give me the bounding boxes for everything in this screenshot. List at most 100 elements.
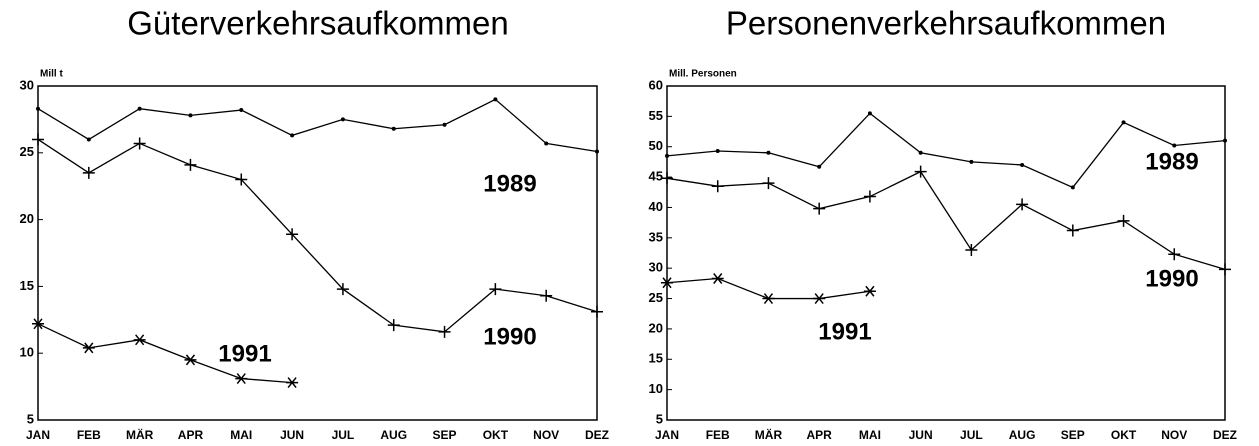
x-tick-label: JAN [26, 428, 50, 442]
y-tick-label: 25 [20, 144, 34, 159]
point-marker [1016, 198, 1029, 211]
point-marker [1219, 263, 1231, 276]
y-tick-label: 5 [656, 411, 663, 426]
x-tick-label: DEZ [585, 428, 609, 442]
point-marker [661, 277, 673, 289]
x-tick-label: SEP [433, 428, 457, 442]
x-tick-label: AUG [380, 428, 407, 442]
y-tick-label: 50 [649, 138, 663, 153]
y-tick-label: 15 [20, 278, 34, 293]
y-axis-label: Mill t [40, 69, 63, 80]
y-tick-label: 60 [649, 77, 663, 92]
point-marker [711, 273, 724, 284]
point-marker [863, 190, 876, 203]
x-tick-label: OKT [483, 428, 509, 442]
series-line [666, 170, 1226, 271]
point-marker [290, 133, 295, 138]
point-marker [591, 305, 603, 318]
y-tick-label: 20 [649, 320, 663, 335]
y-tick-label: 10 [649, 381, 663, 396]
point-marker [817, 164, 822, 169]
point-marker [235, 173, 248, 186]
point-marker [489, 283, 502, 296]
series-line [666, 277, 871, 300]
point-marker [239, 108, 244, 113]
point-marker [1168, 248, 1181, 261]
series-line [666, 112, 1226, 189]
series-label: 1991 [818, 318, 871, 345]
x-tick-label: MAI [859, 428, 881, 442]
point-marker [715, 148, 720, 153]
point-marker [493, 97, 498, 102]
plot-frame [37, 85, 598, 421]
x-tick-label: APR [807, 428, 833, 442]
y-tick-label: 40 [649, 199, 663, 214]
point-marker [544, 141, 549, 146]
point-marker [762, 177, 775, 190]
plot-frame [666, 85, 1226, 421]
series-label: 1989 [483, 170, 536, 197]
point-marker [137, 106, 142, 111]
point-marker [867, 111, 872, 116]
point-marker [286, 228, 299, 241]
y-axis-label: Mill. Personen [669, 69, 737, 80]
series-line [37, 98, 598, 153]
x-tick-label: FEB [706, 428, 730, 442]
x-tick-label: MAI [230, 428, 252, 442]
point-marker [286, 377, 299, 389]
point-marker [863, 285, 876, 297]
point-marker [340, 117, 345, 122]
point-marker [442, 122, 447, 127]
x-tick-label: FEB [77, 428, 101, 442]
point-marker [766, 150, 771, 155]
x-tick-label: MÄR [126, 427, 154, 442]
point-marker [184, 354, 197, 366]
chart-title: Güterverkehrsaufkommen [127, 5, 508, 42]
y-tick-label: 5 [27, 411, 34, 426]
y-tick-label: 20 [20, 211, 34, 226]
point-marker [188, 113, 193, 118]
point-marker [914, 165, 927, 178]
x-tick-label: NOV [1161, 428, 1187, 442]
point-marker [1223, 138, 1227, 143]
point-marker [969, 159, 974, 164]
point-marker [762, 293, 775, 305]
x-tick-label: APR [178, 428, 204, 442]
point-marker [133, 334, 146, 346]
y-tick-label: 45 [649, 169, 663, 184]
point-marker [813, 293, 826, 305]
point-marker [1066, 224, 1079, 237]
point-marker [36, 106, 40, 111]
point-marker [235, 373, 248, 385]
point-marker [336, 283, 349, 296]
point-marker [82, 342, 95, 354]
x-tick-label: JUN [909, 428, 933, 442]
point-marker [665, 153, 669, 158]
point-marker [438, 325, 451, 338]
x-tick-label: MÄR [755, 427, 783, 442]
point-marker [86, 137, 91, 142]
point-marker [82, 166, 95, 179]
series-line [37, 323, 293, 384]
series-label: 1991 [218, 340, 271, 367]
point-marker [1020, 162, 1025, 167]
point-marker [965, 243, 978, 256]
x-tick-label: JUL [960, 428, 983, 442]
point-marker [1172, 143, 1177, 148]
point-marker [1121, 120, 1126, 125]
point-marker [1070, 185, 1075, 190]
point-marker [387, 319, 400, 332]
y-tick-label: 30 [20, 77, 34, 92]
y-tick-label: 35 [649, 229, 663, 244]
x-tick-label: DEZ [1213, 428, 1237, 442]
point-marker [813, 202, 826, 215]
point-marker [711, 180, 724, 193]
series-label: 1989 [1145, 148, 1198, 175]
point-marker [540, 289, 553, 302]
point-marker [1117, 214, 1130, 227]
y-tick-label: 10 [20, 345, 34, 360]
x-tick-label: JAN [655, 428, 679, 442]
series-label: 1990 [483, 323, 536, 350]
chart-title: Personenverkehrsaufkommen [726, 5, 1166, 42]
x-tick-label: NOV [533, 428, 559, 442]
